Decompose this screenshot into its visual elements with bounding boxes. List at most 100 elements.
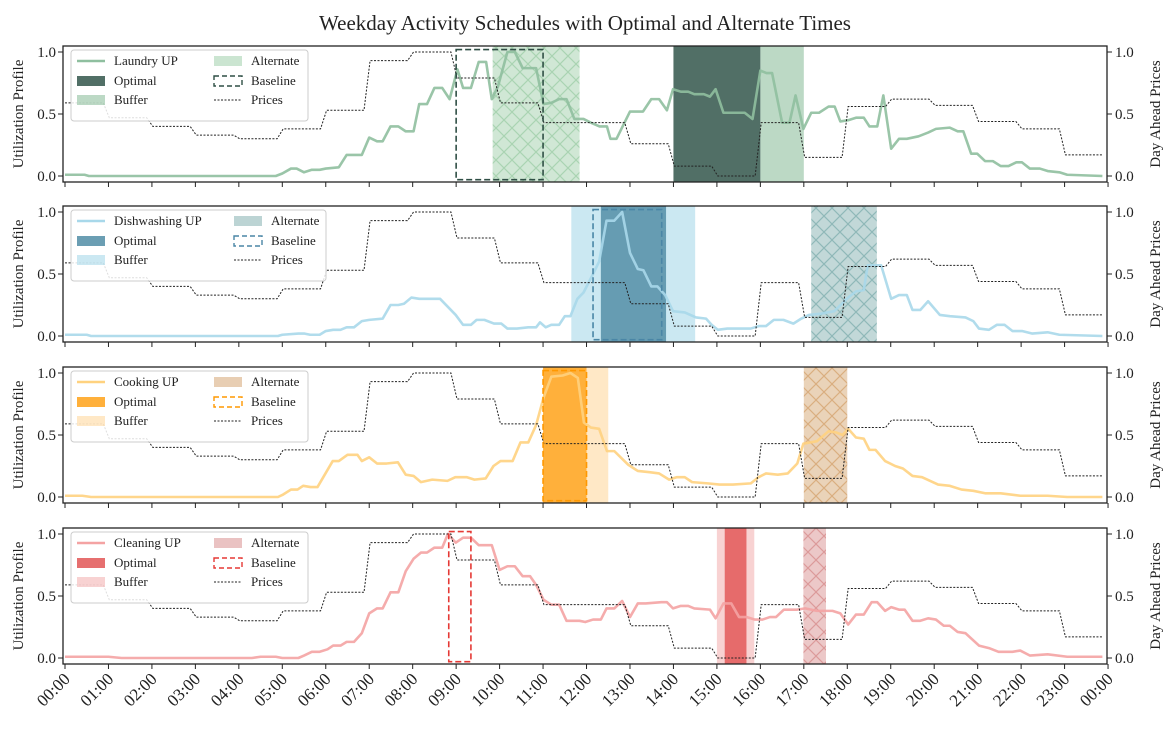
legend-label-series: Dishwashing UP [114,213,202,228]
legend: Cooking UP Optimal Buffer Alternate Baseline… [70,370,309,443]
y2-tick-label: 0.5 [1115,589,1134,605]
legend-label-optimal: Optimal [114,394,157,409]
legend-label-prices: Prices [251,92,283,107]
legend-box [70,531,309,604]
utilization-line [65,371,1103,499]
legend-swatch-alternate [234,216,262,226]
y-tick-label: 0.5 [37,589,56,605]
utilization-line [65,210,1103,338]
plot-area [65,206,1103,342]
x-tick-label: 09:00 [424,669,465,710]
baseline-window [542,369,588,502]
y2-axis-label: Day Ahead Prices [1148,381,1164,489]
legend-box [70,49,309,122]
y2-tick-label: 1.0 [1115,527,1134,543]
legend-label-buffer: Buffer [114,92,148,107]
panel-dishwashing: 0.0 0.0 0.5 0.5 1.0 1.0 Utilization Profile Day… [11,205,1164,347]
legend-label-buffer: Buffer [114,252,148,267]
x-tick-label: 05:00 [250,669,291,710]
legend: Cleaning UP Optimal Buffer Alternate Baselin… [70,531,309,604]
plot-area [65,46,1103,182]
legend-label-series: Cooking UP [114,374,179,389]
optimal-window [724,528,747,664]
x-tick-label: 16:00 [728,669,769,710]
x-tick-label: 22:00 [989,669,1030,710]
utilization-line [65,532,1103,660]
y-tick-label: 0.5 [37,267,56,283]
legend-box [70,370,309,443]
y-tick-label: 0.5 [37,428,56,444]
plot-area [65,528,1103,664]
legend-swatch-optimal [77,236,105,246]
x-axis: 00:00 01:00 02:00 03:00 04:00 05:00 06:00 07:00… [33,669,1117,710]
legend-swatch-optimal [77,397,105,407]
legend-label-prices: Prices [251,413,283,428]
x-tick-label: 14:00 [641,669,682,710]
legend-swatch-buffer [77,416,105,426]
panel-cleaning: 0.0 0.0 0.5 0.5 1.0 1.0 Utilization Profile Day… [11,527,1164,669]
alternate-window [492,46,580,182]
panels: 0.0 0.0 0.5 0.5 1.0 1.0 Utilization Profile Day… [11,45,1164,669]
baseline-window [455,48,544,181]
x-tick-label: 20:00 [902,669,943,710]
legend-label-baseline: Baseline [271,233,316,248]
legend-swatch-alternate [214,538,242,548]
y-axis-label: Utilization Profile [11,59,27,168]
y-axis-label: Utilization Profile [11,380,27,489]
legend-label-alternate: Alternate [251,535,300,550]
baseline-window [447,530,472,663]
y-tick-label: 1.0 [37,366,56,382]
y-tick-label: 1.0 [37,527,56,543]
x-tick-label: 08:00 [381,669,422,710]
legend-label-alternate: Alternate [271,213,320,228]
legend-swatch-buffer [77,95,105,105]
x-tick-label: 12:00 [555,669,596,710]
optimal-window [600,206,667,342]
y-tick-label: 0.0 [37,490,56,506]
legend-label-series: Laundry UP [114,53,178,68]
legend-label-buffer: Buffer [114,574,148,589]
legend-label-optimal: Optimal [114,73,157,88]
legend-label-prices: Prices [271,252,303,267]
legend-swatch-buffer [77,577,105,587]
x-tick-label: 02:00 [120,669,161,710]
x-tick-label: 03:00 [163,669,204,710]
legend-label-alternate: Alternate [251,53,300,68]
legend-label-series: Cleaning UP [114,535,181,550]
legend-label-baseline: Baseline [251,394,296,409]
legend-swatch-baseline [233,235,263,247]
legend-swatch-buffer [77,255,105,265]
y-axis-label: Utilization Profile [11,541,27,650]
panel-cooking: 0.0 0.0 0.5 0.5 1.0 1.0 Utilization Profile Day… [11,366,1164,508]
y-tick-label: 0.0 [37,329,56,345]
x-tick-label: 01:00 [76,669,117,710]
legend-label-buffer: Buffer [114,413,148,428]
x-tick-label: 15:00 [685,669,726,710]
y-tick-label: 0.5 [37,107,56,123]
y-tick-label: 1.0 [37,45,56,61]
legend-swatch-baseline [213,557,243,569]
y-axis-label: Utilization Profile [11,219,27,328]
prices-line [65,372,1103,498]
legend-swatch-baseline [213,75,243,87]
y-tick-label: 1.0 [37,205,56,221]
y2-axis-label: Day Ahead Prices [1148,60,1164,168]
x-tick-label: 21:00 [946,669,987,710]
legend-swatch-optimal [77,558,105,568]
legend-swatch-baseline [213,396,243,408]
y2-tick-label: 0.0 [1115,490,1134,506]
panel-laundry: 0.0 0.0 0.5 0.5 1.0 1.0 Utilization Profile Day… [11,45,1164,187]
x-tick-label: 06:00 [294,669,335,710]
alternate-window [803,528,826,664]
y-tick-label: 0.0 [37,169,56,185]
utilization-line [65,50,1103,178]
x-tick-label: 10:00 [468,669,509,710]
y2-tick-label: 1.0 [1115,205,1134,221]
x-tick-label: 07:00 [337,669,378,710]
legend-label-baseline: Baseline [251,555,296,570]
legend-box [70,209,327,282]
prices-line [65,211,1103,337]
x-tick-label: 17:00 [772,669,813,710]
chart-title: Weekday Activity Schedules with Optimal … [319,11,851,35]
legend-label-optimal: Optimal [114,555,157,570]
